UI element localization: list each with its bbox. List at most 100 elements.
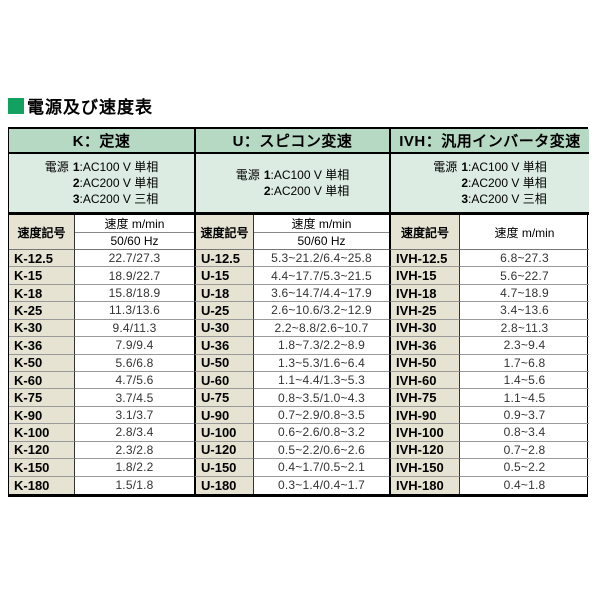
speed-value-cell: 2.3~9.4: [459, 337, 589, 355]
speed-value-cell: 15.8/18.9: [74, 284, 194, 303]
speed-symbol-cell: IVH-18: [389, 284, 459, 303]
speed-value-cell: 2.3/2.8: [74, 441, 194, 460]
symbol-column-header: 速度記号: [9, 215, 74, 250]
speed-symbol-cell: K-15: [9, 267, 74, 285]
speed-value-cell: 0.5~2.2: [459, 459, 589, 477]
speed-symbol-cell: IVH-12.5: [389, 250, 459, 268]
speed-value-cell: 7.9/9.4: [74, 337, 194, 355]
speed-value-cell: 0.5~2.2/0.6~2.6: [253, 441, 389, 460]
power-line-text: :AC200 V 単相: [468, 176, 547, 190]
power-label: 電源: [44, 160, 69, 174]
power-line-number: 2: [461, 176, 468, 190]
speed-symbol-cell: K-12.5: [9, 250, 74, 268]
speed-value-cell: 1.5/1.8: [74, 476, 194, 494]
speed-symbol-cell: IVH-36: [389, 337, 459, 355]
speed-symbol-cell: U-100: [194, 424, 253, 442]
speed-symbol-cell: IVH-30: [389, 319, 459, 338]
speed-value-cell: 0.7~2.8: [459, 441, 589, 460]
speed-value-cell: 5.6~22.7: [459, 267, 589, 285]
speed-symbol-cell: K-30: [9, 319, 74, 338]
group-header: K：定速: [9, 129, 194, 154]
speed-symbol-cell: U-50: [194, 354, 253, 372]
speed-symbol-cell: U-60: [194, 372, 253, 390]
speed-value-cell: 2.6~10.6/3.2~12.9: [253, 302, 389, 320]
speed-value-cell: 3.1/3.7: [74, 406, 194, 425]
speed-symbol-cell: IVH-25: [389, 302, 459, 320]
speed-value-cell: 1.7~6.8: [459, 354, 589, 372]
power-line: 2:AC200 V 単相: [73, 175, 158, 191]
speed-value-cell: 2.8/3.4: [74, 424, 194, 442]
speed-value-cell: 0.4~1.8: [459, 476, 589, 494]
power-line-number: 1: [263, 168, 271, 182]
speed-value-cell: 1.1~4.5: [459, 389, 589, 407]
speed-symbol-cell: K-90: [9, 406, 74, 425]
speed-symbol-cell: U-36: [194, 337, 253, 355]
speed-value-cell: 0.6~2.6/0.8~3.2: [253, 424, 389, 442]
speed-value-cell: 1.8~7.3/2.2~8.9: [253, 337, 389, 355]
power-line: 1:AC100 V 単相: [73, 159, 158, 175]
power-line: 2:AC200 V 単相: [461, 175, 546, 191]
power-lines: 1:AC100 V 単相 2:AC200 V 単相: [264, 167, 349, 199]
speed-symbol-cell: IVH-50: [389, 354, 459, 372]
power-line: 1:AC100 V 単相: [264, 167, 349, 183]
speed-value-cell: 1.1~4.4/1.3~5.3: [253, 372, 389, 390]
power-line-text: :AC100 V 単相: [79, 160, 159, 174]
power-line: 2:AC200 V 単相: [264, 183, 349, 199]
section-marker-icon: [8, 97, 24, 114]
group-header: IVH：汎用インバータ変速: [389, 129, 589, 154]
speed-symbol-cell: K-100: [9, 424, 74, 442]
power-line-number: 2: [263, 184, 271, 198]
speed-value-cell: 3.4~13.6: [459, 302, 589, 320]
speed-symbol-cell: U-18: [194, 284, 253, 303]
speed-value-cell: 0.8~3.4: [459, 424, 589, 442]
power-line-text: :AC200 V 単相: [79, 176, 159, 190]
speed-symbol-cell: IVH-90: [389, 406, 459, 425]
speed-symbol-cell: U-150: [194, 459, 253, 477]
speed-symbol-cell: K-60: [9, 372, 74, 390]
speed-value-cell: 6.8~27.3: [459, 250, 589, 268]
speed-symbol-cell: U-75: [194, 389, 253, 407]
speed-table: K：定速 U：スピコン変速 IVH：汎用インバータ変速 電源 1:AC100 V 単相 2…: [8, 127, 589, 497]
speed-value-cell: 3.6~14.7/4.4~17.9: [253, 284, 389, 303]
symbol-column-header: 速度記号: [389, 215, 459, 250]
power-line-text: :AC200 V 三相: [79, 192, 159, 206]
speed-value-cell: 0.4~1.7/0.5~2.1: [253, 459, 389, 477]
speed-column-header: 速度 m/min: [459, 215, 589, 250]
speed-symbol-cell: U-25: [194, 302, 253, 320]
speed-symbol-cell: IVH-120: [389, 441, 459, 460]
speed-value-cell: 2.2~8.8/2.6~10.7: [253, 319, 389, 338]
speed-value-cell: 0.3~1.4/0.4~1.7: [253, 476, 389, 494]
speed-symbol-cell: K-18: [9, 284, 74, 303]
power-line-number: 3: [72, 192, 80, 206]
speed-symbol-cell: U-120: [194, 441, 253, 460]
speed-symbol-cell: IVH-15: [389, 267, 459, 285]
power-lines: 1:AC100 V 単相 2:AC200 V 単相 3:AC200 V 三相: [461, 159, 546, 207]
page-title: 電源及び速度表: [27, 98, 153, 117]
speed-symbol-cell: K-36: [9, 337, 74, 355]
speed-symbol-cell: K-180: [9, 476, 74, 494]
speed-value-cell: 0.7~2.9/0.8~3.5: [253, 406, 389, 425]
speed-value-cell: 0.9~3.7: [459, 406, 589, 425]
power-line-number: 1: [461, 160, 468, 174]
speed-column-header: 速度 m/min 50/60 Hz: [74, 215, 194, 250]
power-label: 電源: [235, 168, 260, 182]
speed-symbol-cell: IVH-100: [389, 424, 459, 442]
group-header: U：スピコン変速: [194, 129, 389, 154]
speed-value-cell: 18.9/22.7: [74, 267, 194, 285]
speed-symbol-cell: U-15: [194, 267, 253, 285]
group-power-info: 電源 1:AC100 V 単相 2:AC200 V 単相 3:AC200 V 三相: [9, 154, 194, 215]
power-line-text: :AC200 V 単相: [270, 184, 350, 198]
speed-value-cell: 1.8/2.2: [74, 459, 194, 477]
speed-header-line1: 速度 m/min: [494, 225, 555, 240]
power-line-text: :AC200 V 三相: [468, 192, 547, 206]
speed-symbol-cell: U-12.5: [194, 250, 253, 268]
power-lines: 1:AC100 V 単相 2:AC200 V 単相 3:AC200 V 三相: [73, 159, 158, 207]
power-line: 3:AC200 V 三相: [73, 191, 158, 207]
speed-symbol-cell: IVH-180: [389, 476, 459, 494]
speed-symbol-cell: U-90: [194, 406, 253, 425]
speed-value-cell: 3.7/4.5: [74, 389, 194, 407]
power-line-number: 3: [461, 192, 468, 206]
speed-header-line1: 速度 m/min: [75, 215, 194, 233]
speed-value-cell: 22.7/27.3: [74, 250, 194, 268]
power-line-number: 2: [72, 176, 80, 190]
